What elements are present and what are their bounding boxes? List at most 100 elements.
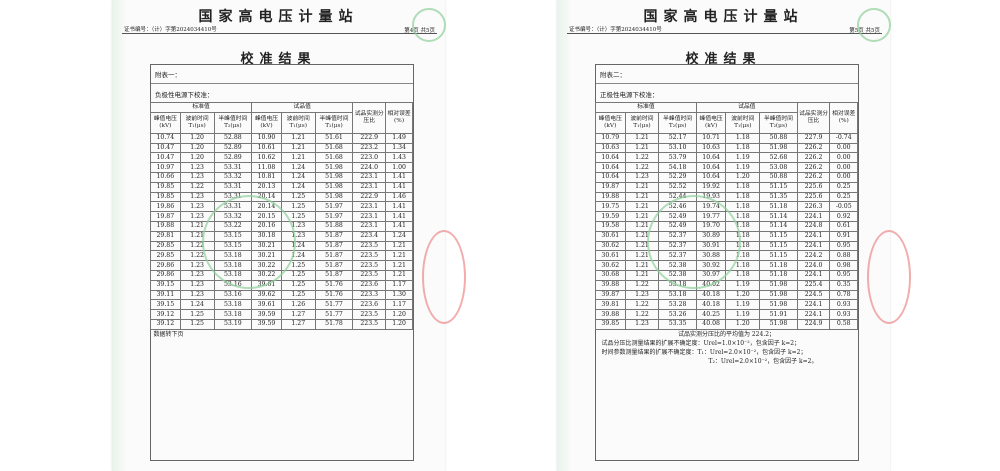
table-cell: 1.23 — [179, 171, 215, 183]
table-group-header: 标准值 试品值 试品实测分压比 相对误差(%) — [595, 102, 858, 134]
table-cell: 1.20 — [179, 132, 215, 144]
table-cell: 1.23 — [179, 289, 215, 301]
condition-label: 负极性电源下校准： — [155, 91, 214, 99]
table-cell: 1.20 — [385, 318, 413, 330]
table-cell: 52.89 — [213, 152, 253, 164]
table-cell: 222.9 — [352, 132, 387, 144]
table-cell: 51.91 — [759, 309, 798, 320]
table-cell: 10.63 — [595, 142, 626, 154]
table-cell: 51.68 — [314, 152, 354, 164]
table-cell: 53.18 — [213, 309, 253, 320]
table-cell: 11.08 — [251, 162, 282, 173]
table-cell: 39.12 — [150, 309, 181, 320]
table-cell: 10.64 — [595, 152, 626, 164]
table-cell: 51.76 — [314, 289, 354, 301]
table-cell: 53.18 — [213, 299, 253, 311]
footer-note: 试品实测分压比的平均值为 224.2； — [677, 330, 776, 338]
condition-label: 正极性电源下校准： — [600, 91, 659, 99]
table-cell: 1.49 — [385, 132, 413, 144]
column-header: 相对误差(%) — [829, 102, 858, 134]
table-cell: 51.87 — [314, 269, 354, 281]
table-cell: 39.88 — [595, 279, 626, 291]
page-title: 校准结果 — [685, 52, 762, 67]
table-cell: 51.98 — [759, 318, 798, 330]
table-cell: 1.24 — [385, 230, 413, 242]
table-cell: 1.21 — [385, 260, 413, 271]
table-cell: 1.25 — [280, 289, 316, 301]
table-cell: 1.41 — [385, 201, 413, 213]
table-cell: 1.20 — [725, 318, 761, 330]
table-cell: 1.00 — [385, 162, 413, 173]
table-cell: 10.71 — [695, 132, 727, 144]
calibration-seal-icon — [202, 195, 296, 289]
table-cell: 1.23 — [179, 162, 215, 173]
table-cell: 0.78 — [829, 289, 858, 301]
table-cell: 52.17 — [658, 132, 697, 144]
table-cell: 1.21 — [385, 269, 413, 281]
table-cell: 51.88 — [314, 220, 354, 232]
table-cell: 30.61 — [595, 230, 626, 242]
table-cell: 19.59 — [595, 211, 626, 222]
table-cell: 1.17 — [385, 299, 413, 311]
column-header: 波前时间 T₁(μs) — [725, 111, 761, 134]
table-cell: 0.88 — [829, 250, 858, 262]
divider — [596, 83, 858, 84]
table-cell: 51.78 — [314, 318, 354, 330]
table-cell: 39.59 — [251, 309, 282, 320]
table-cell: 51.87 — [314, 240, 354, 252]
table-cell: 1.21 — [624, 191, 660, 203]
table-cell: 224.0 — [796, 260, 831, 271]
table-cell: 51.97 — [314, 211, 354, 222]
certificate-number: 证书编号：（计）字第2024034410号 — [124, 27, 217, 33]
table-cell: 0.98 — [829, 260, 858, 271]
table-cell: 1.23 — [624, 289, 660, 301]
footer-row: 试品实测分压比的平均值为 224.2； — [596, 329, 858, 339]
table-cell: 52.89 — [213, 142, 253, 154]
column-header: 波前时间 T₁(μs) — [280, 111, 316, 134]
table-row: 10.63 1.21 53.10 10.63 1.18 51.98 226.2 0.00 — [595, 142, 858, 154]
table-cell: 39.11 — [150, 289, 181, 301]
table-cell: 224.0 — [352, 162, 387, 173]
table-cell: 0.00 — [829, 152, 858, 164]
table-cell: 1.23 — [179, 279, 215, 291]
table-cell: 10.90 — [251, 132, 282, 144]
table-cell: 51.98 — [759, 299, 798, 311]
table-column-header: 峰值电压(kV) 波前时间 T₁(μs) 半峰值时间 T₂(μs) 峰值电压(kV) 波… — [595, 111, 858, 134]
table-cell: 225.6 — [796, 181, 831, 193]
table-cell: 1.22 — [624, 152, 660, 164]
table-cell: 10.64 — [695, 152, 727, 164]
table-cell: 50.88 — [759, 171, 798, 183]
table-cell: 19.92 — [695, 181, 727, 193]
column-header: 相对误差(%) — [385, 102, 413, 134]
table-cell: 19.86 — [150, 201, 181, 213]
table-cell: 39.12 — [150, 318, 181, 330]
page-edge-stripe — [112, 0, 126, 471]
table-cell: 224.1 — [796, 240, 831, 252]
table-cell: 51.98 — [759, 289, 798, 301]
table-cell: 224.8 — [796, 220, 831, 232]
table-cell: 1.20 — [385, 309, 413, 320]
table-cell: 1.22 — [624, 279, 660, 291]
table-cell: 19.85 — [150, 191, 181, 203]
table-cell: 51.98 — [314, 191, 354, 203]
table-cell: 225.4 — [796, 279, 831, 291]
table-cell: 53.31 — [213, 162, 253, 173]
table-cell: 10.62 — [251, 152, 282, 164]
table-row: 39.15 1.23 53.16 39.61 1.25 51.76 223.6 1.17 — [150, 279, 413, 291]
table-cell: 1.43 — [385, 152, 413, 164]
table-cell: 224.1 — [796, 309, 831, 320]
table-cell: 51.68 — [314, 142, 354, 154]
appendix-label: 附表一： — [155, 71, 181, 79]
table-cell: 30.62 — [595, 240, 626, 252]
table-cell: 1.41 — [385, 220, 413, 232]
table-cell: 51.14 — [759, 220, 798, 232]
appendix-label: 附表二： — [600, 71, 626, 79]
table-cell: 19.58 — [595, 220, 626, 232]
table-cell: 226.2 — [796, 171, 831, 183]
table-cell: 54.18 — [658, 162, 697, 173]
header-rule — [567, 33, 882, 34]
table-cell: 1.22 — [624, 309, 660, 320]
table-row: 10.64 1.23 52.29 10.64 1.20 50.88 226.2 0.00 — [595, 171, 858, 183]
table-cell: 51.98 — [759, 279, 798, 291]
table-cell: 0.35 — [829, 279, 858, 291]
